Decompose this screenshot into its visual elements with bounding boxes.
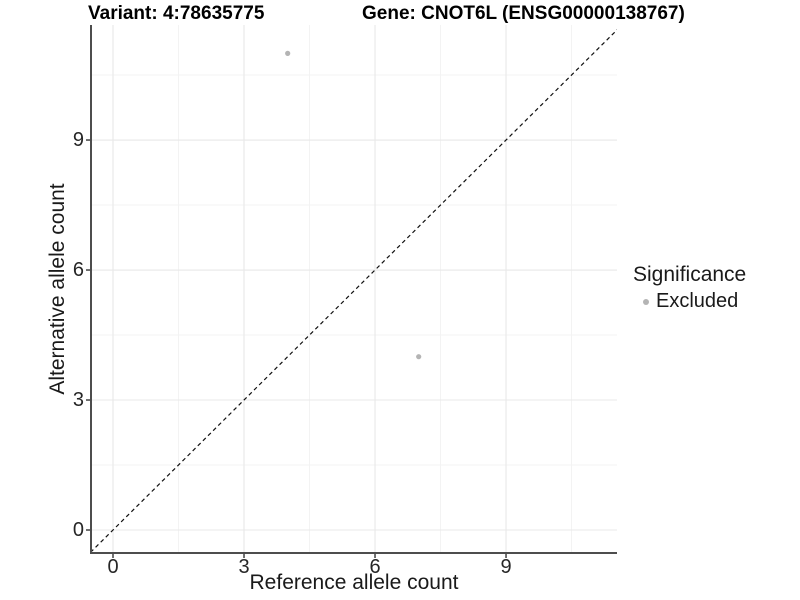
legend-item-label: Excluded	[656, 290, 739, 312]
x-tick-label: 6	[369, 556, 381, 578]
y-tick-label: 9	[72, 129, 84, 152]
y-tick-label: 6	[72, 259, 84, 282]
legend-point-swatch	[643, 298, 649, 305]
legend-item-excluded: Excluded	[633, 290, 746, 313]
identity-dashed-line	[91, 29, 617, 553]
legend: Significance Excluded	[633, 263, 746, 313]
legend-title: Significance	[633, 263, 747, 286]
data-point	[416, 354, 422, 360]
plot-title-variant: Variant: 4:78635775	[88, 3, 265, 24]
x-tick-label: 3	[238, 556, 250, 578]
gridlines-major	[91, 25, 617, 553]
x-tick-label: 9	[500, 556, 512, 578]
axis-tick-marks	[86, 139, 507, 558]
x-axis-title: Reference allele count	[249, 571, 459, 594]
data-points	[285, 50, 422, 360]
y-tick-label: 3	[72, 389, 84, 411]
data-point	[285, 50, 291, 56]
y-tick-label: 0	[72, 519, 84, 541]
x-tick-label: 0	[107, 556, 119, 578]
plot-title-gene: Gene: CNOT6L (ENSG00000138767)	[362, 3, 685, 24]
axis-lines	[90, 25, 617, 554]
y-axis-title: Alternative allele count	[46, 183, 69, 395]
identity-line	[91, 29, 617, 553]
